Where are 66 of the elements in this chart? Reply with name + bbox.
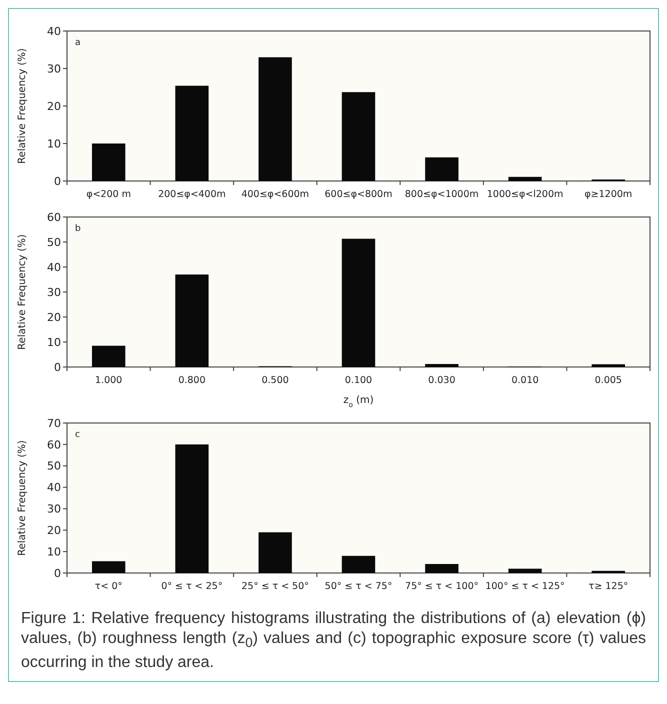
x-tick-label: 50° ≤ τ < 75° [324,581,392,592]
y-tick-label: 0 [54,360,61,374]
x-tick-label: 200≤φ<400m [158,189,226,200]
x-tick-label: 0.100 [344,375,372,386]
y-tick-label: 40 [47,24,61,38]
bar [258,532,292,573]
y-tick-label: 60 [47,210,61,224]
y-tick-label: 60 [47,438,61,452]
bar [92,346,126,367]
bar [342,92,376,181]
bar [342,556,376,573]
y-tick-label: 40 [47,481,61,494]
bar [425,364,458,367]
x-tick-label: 800≤φ<1000m [404,189,479,200]
y-tick-label: 50 [47,460,61,473]
y-tick-label: 10 [47,545,61,558]
bar [592,364,626,367]
text: c [75,430,80,440]
y-tick-label: 10 [47,336,61,349]
x-tick-label: 0.030 [428,375,456,386]
y-tick-label: 30 [47,502,61,516]
y-tick-label: 30 [47,286,61,299]
text: a [75,38,81,48]
bar [175,274,209,367]
y-tick-label: 20 [47,100,61,113]
bar [342,238,376,367]
y-axis-title: Relative Frequency (%) [17,234,28,350]
x-tick-label: 400≤φ<600m [241,189,310,200]
x-tick-label: 0.500 [262,375,289,386]
bar [425,564,458,573]
y-axis-title: Relative Frequency (%) [17,48,28,164]
y-tick-label: 0 [54,566,61,580]
x-tick-label: 1.000 [95,375,122,386]
x-tick-label: 0.010 [511,375,539,386]
x-tick-label: 0° ≤ τ < 25° [161,581,223,592]
x-tick-label: 600≤φ<800m [324,189,392,200]
y-tick-label: 0 [54,174,61,188]
text: Figure 1: Relative frequency histograms illustrating the distributions of (a) elevation (ϕ) values, (b) roughness length (z$_{0}$) values and (c) topographic exposure score (τ) values occurring in the study area. [21,610,646,672]
x-tick-label: 0.005 [594,375,622,386]
x-axis-title: z$_{o}$ (m) [343,395,374,409]
x-tick-label: φ<200 m [86,189,131,200]
bar [258,57,292,181]
x-tick-label: τ≥ 125° [588,581,628,592]
x-tick-label: φ≥1200m [584,189,632,200]
y-tick-label: 50 [47,236,61,249]
y-tick-label: 70 [47,416,61,430]
y-axis-title: Relative Frequency (%) [17,440,28,556]
x-tick-label: 75° ≤ τ < 100° [405,581,479,592]
y-tick-label: 20 [47,524,61,537]
x-tick-label: τ< 0° [94,581,122,592]
bar [425,157,458,181]
y-tick-label: 30 [47,62,61,76]
x-tick-label: 1000≤φ<l200m [486,189,564,200]
x-tick-label: 100° ≤ τ < 125° [485,581,565,592]
y-tick-label: 20 [47,310,61,324]
bar [508,568,542,573]
y-tick-label: 10 [47,137,61,150]
bar [175,444,209,573]
bar [175,86,209,181]
text: b [75,224,81,234]
x-tick-label: 25° ≤ τ < 50° [242,581,309,592]
x-tick-label: 0.800 [178,375,206,386]
bar [92,144,126,181]
bar [92,561,126,573]
bar [508,176,542,181]
y-tick-label: 40 [47,260,61,274]
